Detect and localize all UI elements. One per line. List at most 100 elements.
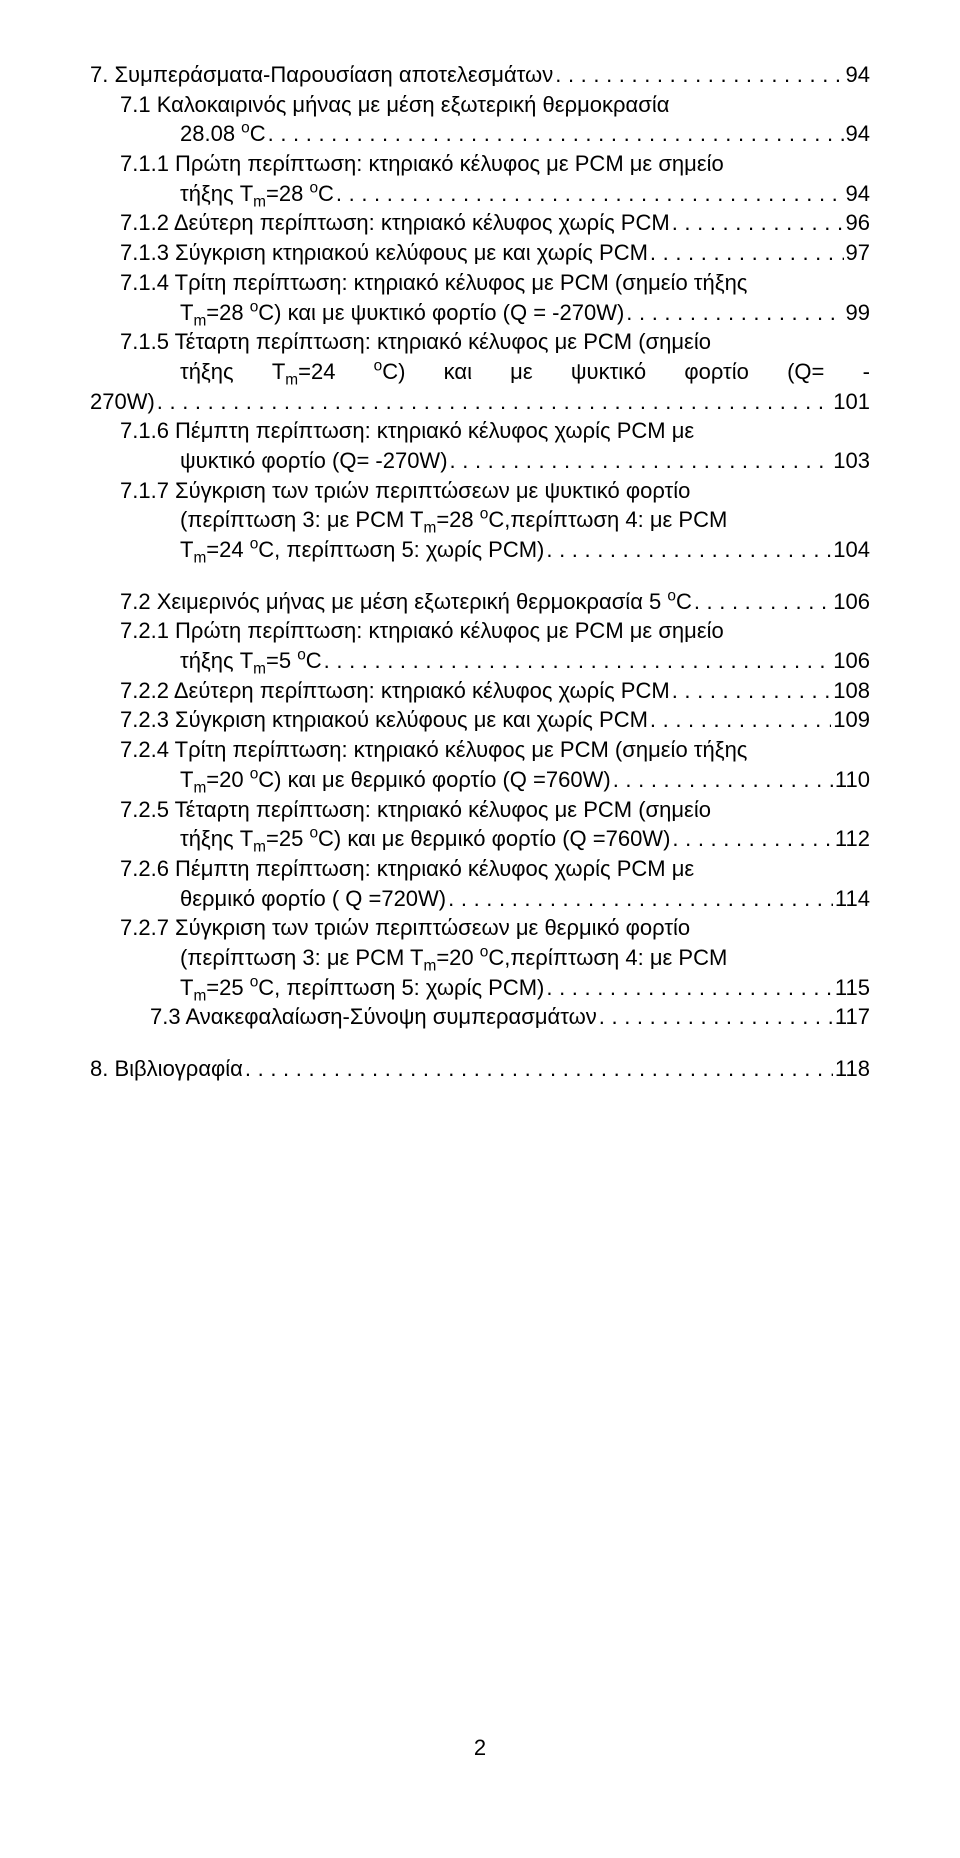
toc-text: 7.1.1 Πρώτη περίπτωση: κτηριακό κέλυφος … (120, 151, 724, 176)
toc-text: 7.2.6 Πέμπτη περίπτωση: κτηριακό κέλυφος… (120, 856, 694, 881)
toc-leader-dots (324, 646, 832, 676)
toc-text: θερμικό φορτίο ( Q =720W) (180, 884, 446, 914)
toc-page: 94 (846, 119, 870, 149)
toc-leader-dots (546, 535, 831, 565)
toc-page: 109 (833, 705, 870, 735)
toc-text: 7.2 Χειμερινός μήνας με μέση εξωτερική θ… (120, 587, 692, 617)
toc-entry: 7.2.5 Τέταρτη περίπτωση: κτηριακό κέλυφο… (90, 795, 870, 825)
toc-entry-continuation: (περίπτωση 3: με PCM Tm=28 oC,περίπτωση … (90, 505, 870, 535)
toc-leader-dots (650, 238, 844, 268)
toc-text: φορτίο (684, 357, 749, 387)
toc-leader-dots (672, 676, 832, 706)
toc-page: 117 (835, 1002, 870, 1032)
toc-text: 7.1.2 Δεύτερη περίπτωση: κτηριακό κέλυφο… (120, 208, 670, 238)
toc-text: τήξης Tm=25 oC) και με θερμικό φορτίο (Q… (180, 824, 670, 854)
toc-entry: 7.2.6 Πέμπτη περίπτωση: κτηριακό κέλυφος… (90, 854, 870, 884)
toc-text: 7.2.1 Πρώτη περίπτωση: κτηριακό κέλυφος … (120, 618, 724, 643)
toc-page: 114 (835, 884, 870, 914)
toc-entry: 7.3 Ανακεφαλαίωση-Σύνοψη συμπερασμάτων11… (90, 1002, 870, 1032)
toc-text: 7.1.3 Σύγκριση κτηριακού κελύφους με και… (120, 238, 648, 268)
toc-entry: 7.1.1 Πρώτη περίπτωση: κτηριακό κέλυφος … (90, 149, 870, 179)
toc-text: 7.2.3 Σύγκριση κτηριακού κελύφους με και… (120, 705, 648, 735)
toc-page: 110 (835, 765, 870, 795)
toc-entry: 7.2 Χειμερινός μήνας με μέση εξωτερική θ… (90, 587, 870, 617)
toc-text: 270W) (90, 387, 155, 417)
toc-leader-dots (672, 824, 833, 854)
toc-entry-continuation: ψυκτικό φορτίο (Q= -270W) 103 (90, 446, 870, 476)
toc-entry-continuation: 28.08 oC94 (90, 119, 870, 149)
toc-entry: 7. Συμπεράσματα-Παρουσίαση αποτελεσμάτων… (90, 60, 870, 90)
toc-entry-continuation: τήξης Tm=25 oC) και με θερμικό φορτίο (Q… (90, 824, 870, 854)
toc-entry-continuation: τήξης Tm=5 oC 106 (90, 646, 870, 676)
toc-text: τήξης Tm=28 oC (180, 179, 334, 209)
toc-leader-dots (450, 446, 832, 476)
toc-page: 96 (846, 208, 870, 238)
toc-text: oC) (374, 357, 406, 387)
toc-leader-dots (448, 884, 833, 914)
toc-text: 7.1.5 Τέταρτη περίπτωση: κτηριακό κέλυφο… (120, 329, 711, 354)
toc-page: 94 (846, 60, 870, 90)
toc-text: 7.1 Καλοκαιρινός μήνας με μέση εξωτερική… (120, 92, 669, 117)
toc-text: τήξης (180, 357, 234, 387)
toc-leader-dots (599, 1002, 833, 1032)
toc-entry: 7.1 Καλοκαιρινός μήνας με μέση εξωτερική… (90, 90, 870, 120)
toc-text: (περίπτωση 3: με PCM Tm=20 oC,περίπτωση … (180, 945, 727, 970)
toc-entry-continuation: 270W) 101 (90, 387, 870, 417)
toc-entry: 7.1.3 Σύγκριση κτηριακού κελύφους με και… (90, 238, 870, 268)
toc-text: (περίπτωση 3: με PCM Tm=28 oC,περίπτωση … (180, 507, 727, 532)
toc-leader-dots (336, 179, 844, 209)
toc-leader-dots (157, 387, 831, 417)
toc-entry-continuation: τήξης Tm=28 oC 94 (90, 179, 870, 209)
toc-text: ψυκτικό φορτίο (Q= -270W) (180, 446, 448, 476)
toc-text: τήξης Tm=5 oC (180, 646, 322, 676)
toc-page: 103 (833, 446, 870, 476)
toc-text: Tm=24 oC, περίπτωση 5: χωρίς PCM) (180, 535, 544, 565)
toc-text: 7.2.2 Δεύτερη περίπτωση: κτηριακό κέλυφο… (120, 676, 670, 706)
toc-entry: 7.2.1 Πρώτη περίπτωση: κτηριακό κέλυφος … (90, 616, 870, 646)
toc-entry: 8. Βιβλιογραφία118 (90, 1054, 870, 1084)
toc-entry-continuation: τήξηςTm=24oC)καιμεψυκτικόφορτίο(Q=- (90, 357, 870, 387)
toc-leader-dots (268, 119, 844, 149)
toc-entry-continuation: θερμικό φορτίο ( Q =720W) 114 (90, 884, 870, 914)
toc-entry: 7.1.5 Τέταρτη περίπτωση: κτηριακό κέλυφο… (90, 327, 870, 357)
toc-leader-dots (626, 298, 843, 328)
toc-entry: 7.2.3 Σύγκριση κτηριακού κελύφους με και… (90, 705, 870, 735)
page-number: 2 (90, 1733, 870, 1763)
toc-entry-continuation: Tm=25 oC, περίπτωση 5: χωρίς PCM) 115 (90, 973, 870, 1003)
toc-text: 8. Βιβλιογραφία (90, 1054, 243, 1084)
toc-text: - (863, 357, 870, 387)
toc-leader-dots (245, 1054, 833, 1084)
toc-entry: 7.1.2 Δεύτερη περίπτωση: κτηριακό κέλυφο… (90, 208, 870, 238)
toc-text: (Q= (787, 357, 824, 387)
toc-page: 106 (833, 646, 870, 676)
toc-text: 7.2.7 Σύγκριση των τριών περιπτώσεων με … (120, 915, 690, 940)
toc-entry-continuation: (περίπτωση 3: με PCM Tm=20 oC,περίπτωση … (90, 943, 870, 973)
toc-entry-continuation: Tm=20 oC) και με θερμικό φορτίο (Q =760W… (90, 765, 870, 795)
toc-text: 7. Συμπεράσματα-Παρουσίαση αποτελεσμάτων (90, 60, 553, 90)
toc-text: 7.1.6 Πέμπτη περίπτωση: κτηριακό κέλυφος… (120, 418, 694, 443)
toc-text: 7.2.5 Τέταρτη περίπτωση: κτηριακό κέλυφο… (120, 797, 711, 822)
toc-leader-dots (546, 973, 833, 1003)
toc-text: Tm=28 oC) και με ψυκτικό φορτίο (Q = -27… (180, 298, 624, 328)
toc-entry: 7.1.6 Πέμπτη περίπτωση: κτηριακό κέλυφος… (90, 416, 870, 446)
toc-page: 104 (833, 535, 870, 565)
toc-leader-dots (650, 705, 831, 735)
toc-entry-continuation: Tm=24 oC, περίπτωση 5: χωρίς PCM) 104 (90, 535, 870, 565)
toc-entry: 7.2.7 Σύγκριση των τριών περιπτώσεων με … (90, 913, 870, 943)
toc-text: και (444, 357, 472, 387)
toc-text: Tm=20 oC) και με θερμικό φορτίο (Q =760W… (180, 765, 611, 795)
toc-text: Tm=25 oC, περίπτωση 5: χωρίς PCM) (180, 973, 544, 1003)
toc-entry-continuation: Tm=28 oC) και με ψυκτικό φορτίο (Q = -27… (90, 298, 870, 328)
toc-page: 97 (846, 238, 870, 268)
toc-entry: 7.2.2 Δεύτερη περίπτωση: κτηριακό κέλυφο… (90, 676, 870, 706)
table-of-contents: 7. Συμπεράσματα-Παρουσίαση αποτελεσμάτων… (90, 60, 870, 1084)
toc-entry: 7.1.4 Τρίτη περίπτωση: κτηριακό κέλυφος … (90, 268, 870, 298)
toc-leader-dots (613, 765, 833, 795)
toc-page: 101 (833, 387, 870, 417)
toc-page: 112 (835, 824, 870, 854)
toc-page: 94 (846, 179, 870, 209)
toc-page: 115 (835, 973, 870, 1003)
toc-text: ψυκτικό (571, 357, 646, 387)
toc-text: Tm=24 (272, 357, 336, 387)
toc-text: 7.1.7 Σύγκριση των τριών περιπτώσεων με … (120, 478, 690, 503)
